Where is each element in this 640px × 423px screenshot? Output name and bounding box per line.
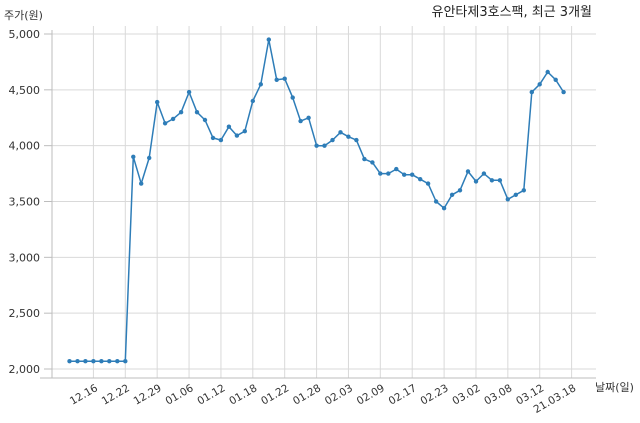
x-tick-label: 03.08 xyxy=(482,382,514,407)
price-point xyxy=(258,82,263,87)
price-point xyxy=(338,130,343,135)
price-point xyxy=(513,192,518,197)
price-point xyxy=(170,116,176,122)
price-point xyxy=(218,137,224,143)
price-point xyxy=(410,172,415,177)
x-tick-label: 01.18 xyxy=(227,382,259,407)
y-tick-label: 5,000 xyxy=(9,28,41,41)
price-point xyxy=(75,359,80,364)
x-tick-label: 01.06 xyxy=(164,382,196,408)
price-point xyxy=(457,188,463,193)
price-point xyxy=(234,133,240,138)
price-point xyxy=(290,95,295,100)
price-point xyxy=(425,181,431,186)
price-point xyxy=(131,154,136,159)
price-point xyxy=(178,110,184,115)
price-point xyxy=(418,177,423,182)
x-tick-label: 01.12 xyxy=(195,382,227,407)
x-tick-label: 12.16 xyxy=(68,382,100,408)
price-point xyxy=(433,199,439,204)
price-point xyxy=(194,110,200,115)
x-tick-labels: 12.16 12.22 12.29 01.06 01.12 01.18 01.22 01.28… xyxy=(68,382,578,416)
x-tick-label: 01.22 xyxy=(259,382,291,407)
price-point xyxy=(394,166,399,172)
y-tick-label: 4,500 xyxy=(9,84,41,97)
price-point xyxy=(282,76,287,81)
price-point xyxy=(561,89,566,95)
price-point xyxy=(529,89,534,95)
price-series xyxy=(67,37,566,364)
y-tick-label: 2,000 xyxy=(9,363,41,376)
price-point xyxy=(298,118,303,124)
price-point xyxy=(186,89,192,95)
y-tick-label: 4,000 xyxy=(9,140,41,153)
price-point xyxy=(378,171,383,176)
price-point xyxy=(314,143,319,148)
price-point xyxy=(139,181,144,186)
price-point xyxy=(123,359,128,364)
price-point xyxy=(274,77,279,83)
price-point xyxy=(441,206,447,211)
chart-title: 유안타제3호스팩, 최근 3개월 xyxy=(432,5,593,20)
price-point xyxy=(250,98,255,104)
x-tick-label: 12.22 xyxy=(100,382,132,407)
x-tick-label: 12.29 xyxy=(132,382,164,407)
grid xyxy=(44,26,596,378)
price-point xyxy=(306,115,311,121)
x-tick-label: 02.23 xyxy=(419,382,451,407)
x-tick-label: 03.02 xyxy=(450,382,482,407)
price-point xyxy=(202,117,208,123)
price-point xyxy=(370,160,375,165)
price-point xyxy=(505,197,510,202)
price-point xyxy=(155,99,160,105)
price-point xyxy=(107,359,112,364)
price-point xyxy=(91,359,96,364)
price-point xyxy=(553,77,558,83)
y-tick-label: 2,500 xyxy=(9,307,41,320)
x-tick-label: 02.09 xyxy=(355,382,387,407)
price-point xyxy=(473,179,479,184)
price-point xyxy=(266,37,271,42)
price-point xyxy=(210,135,216,141)
x-tick-label: 01.28 xyxy=(291,382,323,407)
price-point xyxy=(545,69,550,75)
y-tick-labels: 2,000 2,500 3,000 3,500 4,000 4,500 5,000 xyxy=(9,28,41,376)
price-point xyxy=(489,178,495,183)
price-point xyxy=(67,359,72,364)
price-point xyxy=(322,143,327,148)
price-point xyxy=(162,121,168,126)
y-axis-label: 주가(원) xyxy=(4,9,43,22)
x-tick-label: 02.17 xyxy=(387,382,419,407)
price-point xyxy=(521,188,526,193)
price-point xyxy=(226,124,232,129)
price-point xyxy=(115,359,120,364)
price-point xyxy=(481,171,487,176)
price-point xyxy=(147,155,152,161)
price-point xyxy=(330,137,335,143)
price-point xyxy=(242,129,247,134)
x-tick-label: 02.03 xyxy=(323,382,355,407)
axes xyxy=(40,30,596,379)
price-point xyxy=(83,359,88,364)
price-point xyxy=(386,171,391,176)
price-point xyxy=(497,178,503,183)
price-point xyxy=(354,137,359,143)
price-point xyxy=(449,192,455,197)
price-point xyxy=(402,172,407,177)
price-point xyxy=(362,156,367,162)
y-tick-label: 3,500 xyxy=(9,196,41,209)
y-tick-label: 3,000 xyxy=(9,251,41,264)
price-point xyxy=(99,359,104,364)
x-axis-label: 날짜(일) xyxy=(595,380,634,394)
price-point xyxy=(537,82,542,87)
price-point xyxy=(465,169,471,174)
price-point xyxy=(346,134,351,139)
